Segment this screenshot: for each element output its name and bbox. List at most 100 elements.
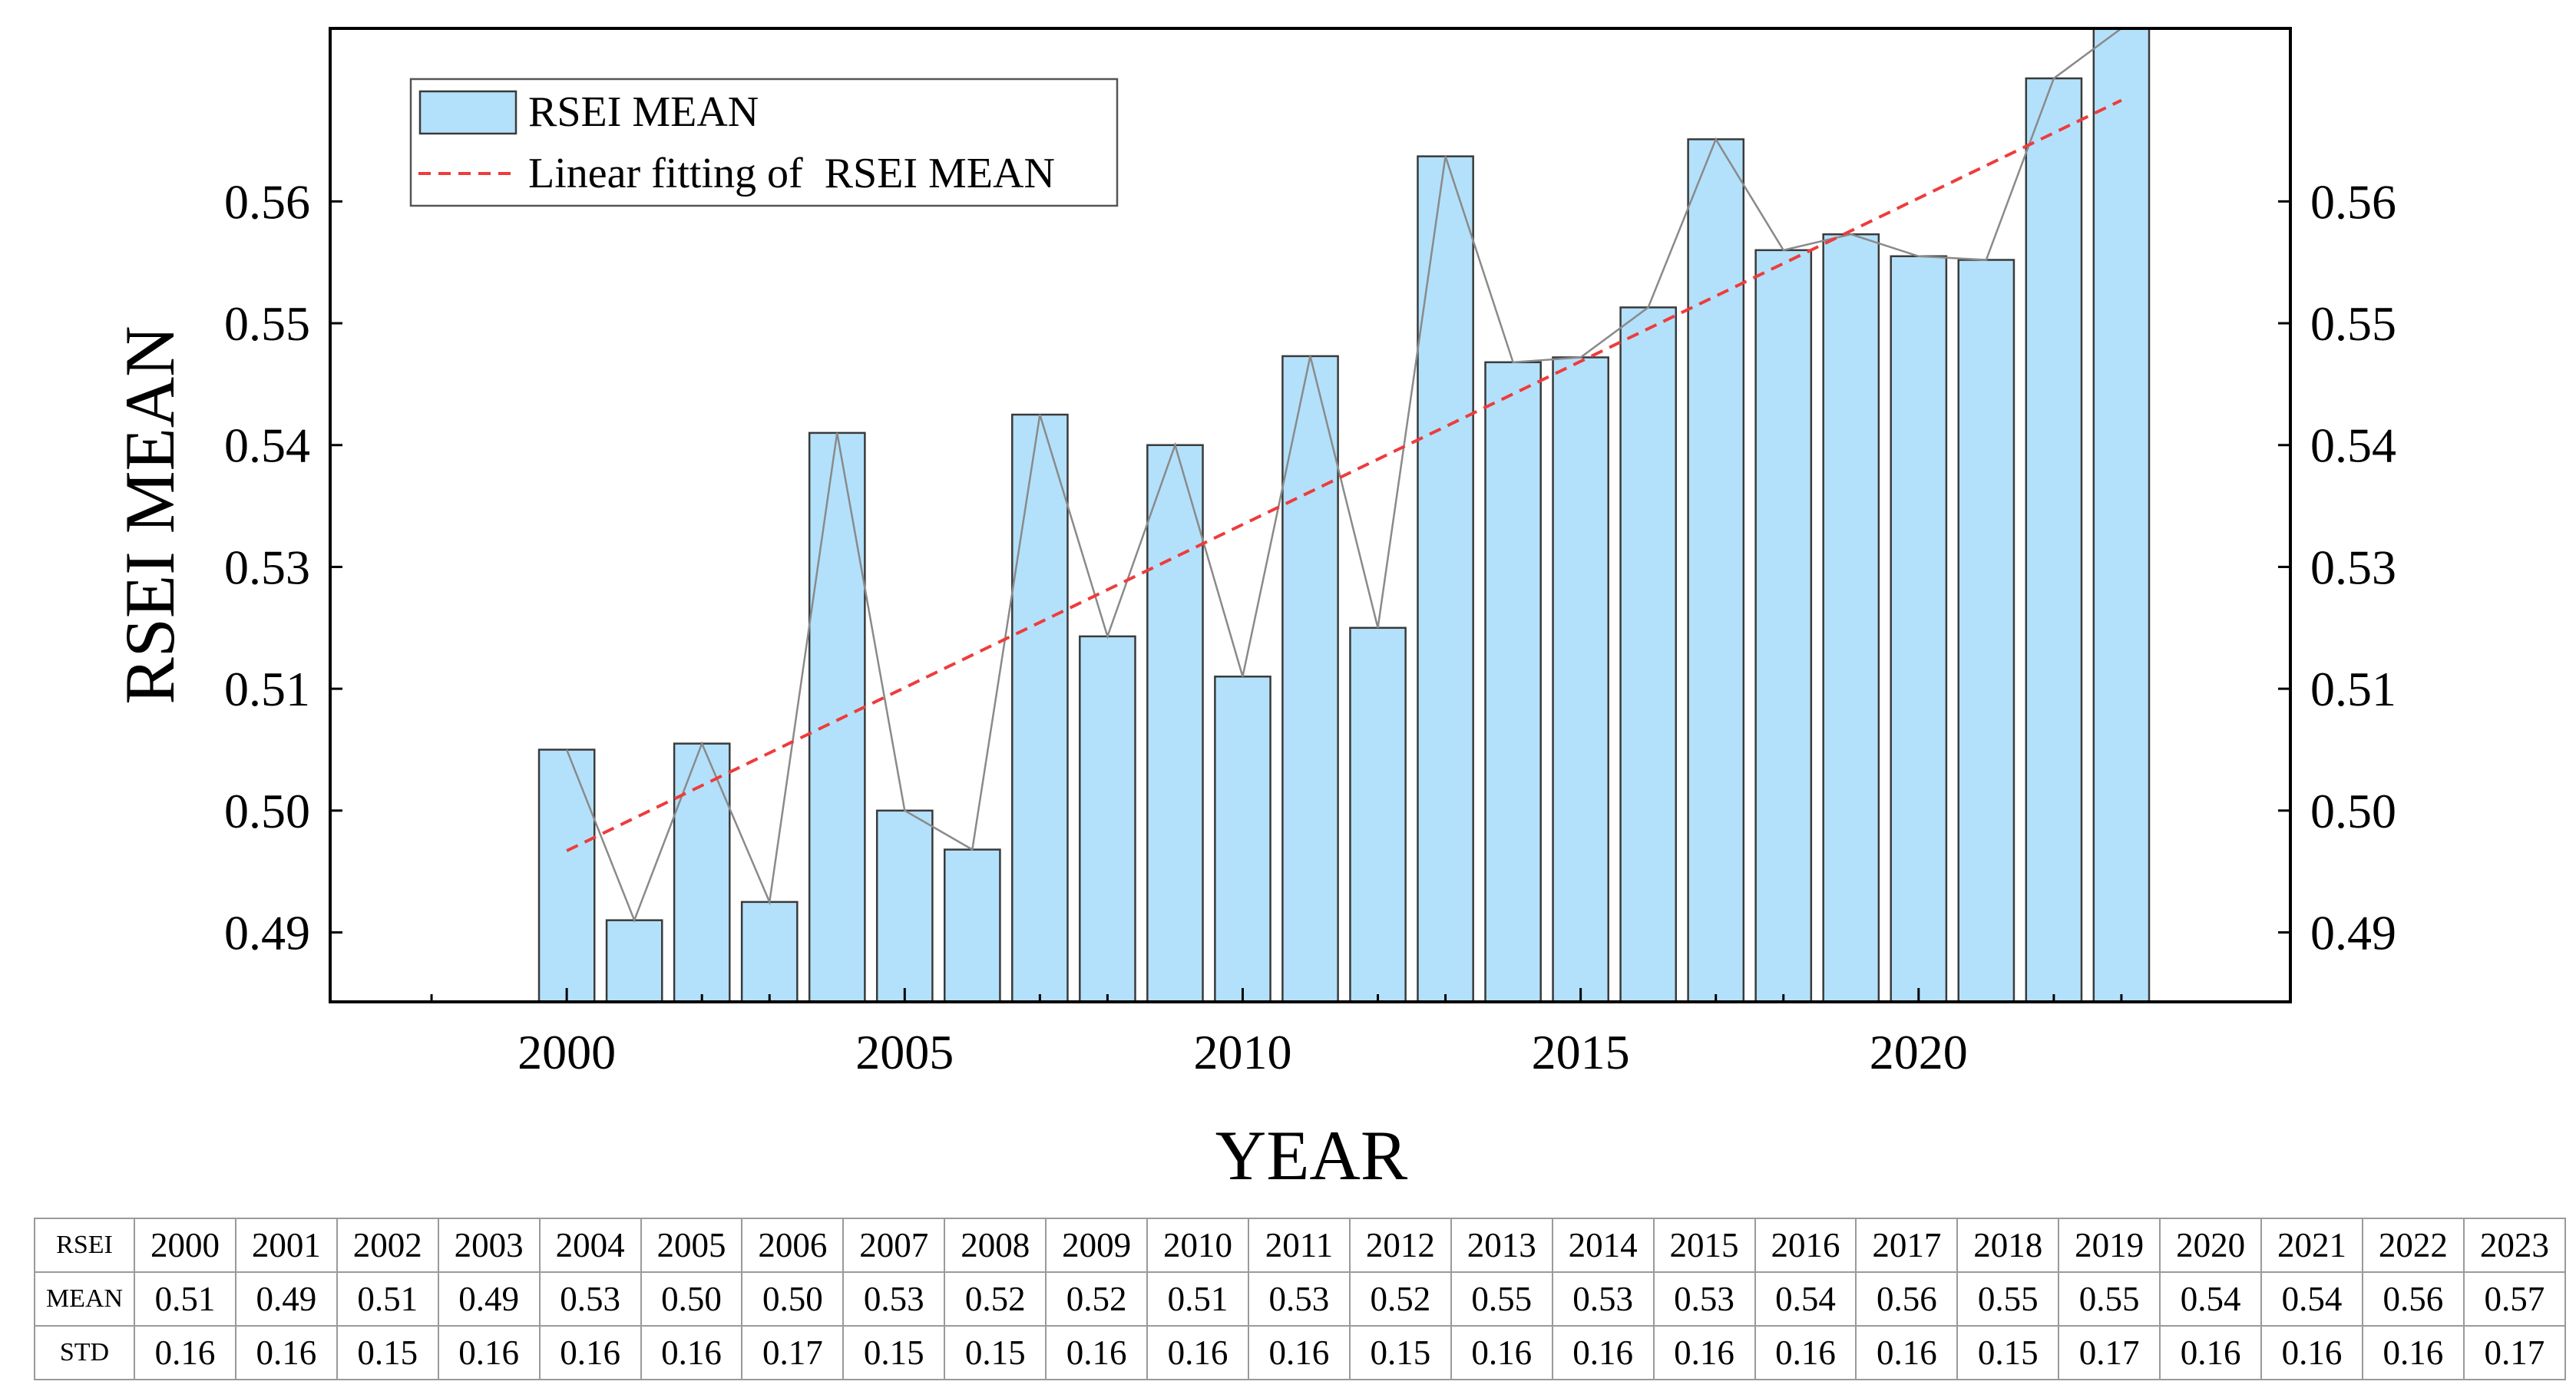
bar-2023	[2092, 27, 2151, 1003]
data-table: RSEI 2000 2001 2002 2003 2004 2005 2006 2007 200…	[34, 1218, 2567, 1380]
table-std-cell: 0.16	[1045, 1325, 1149, 1380]
table-std-cell: 0.16	[1754, 1325, 1857, 1380]
bar-2008	[1079, 635, 1136, 1003]
bar-2014	[1484, 361, 1542, 1003]
bar-2017	[1687, 138, 1745, 1003]
table-mean-cell: 0.51	[134, 1271, 236, 1327]
table-year-cell: 2013	[1450, 1218, 1553, 1273]
table-mean-cell: 0.57	[2462, 1271, 2567, 1327]
bar-2004	[808, 431, 866, 1003]
table-year-cell: 2023	[2462, 1218, 2567, 1273]
table-mean-cell: 0.54	[2260, 1271, 2363, 1327]
x-tick-label: 2020	[1870, 1025, 1968, 1079]
connector-layer	[565, 27, 2122, 924]
table-mean-cell: 0.52	[944, 1271, 1047, 1327]
y-tick-label-right: 0.53	[2310, 540, 2396, 594]
y-tick-label-left: 0.49	[224, 906, 310, 960]
table-mean-cell: 0.54	[1754, 1271, 1857, 1327]
legend-bar-label: RSEI MEAN	[528, 88, 759, 136]
table-std-cell: 0.15	[1348, 1325, 1452, 1380]
table-std-cell: 0.16	[1247, 1325, 1351, 1380]
table-year-cell: 2017	[1855, 1218, 1959, 1273]
table-year-cell: 2011	[1247, 1218, 1351, 1273]
table-std-cell: 0.16	[538, 1325, 642, 1380]
table-std-cell: 0.16	[2361, 1325, 2465, 1380]
table-year-cell: 2018	[1956, 1218, 2060, 1273]
table-mean-cell: 0.50	[741, 1271, 845, 1327]
bar-2003	[740, 901, 799, 1003]
table-std-cell: 0.15	[1956, 1325, 2060, 1380]
y-tick-label-left: 0.53	[224, 540, 310, 594]
table-year-cell: 2003	[437, 1218, 541, 1273]
y-tick-label-left: 0.51	[224, 662, 310, 716]
table-year-cell: 2019	[2058, 1218, 2161, 1273]
table-mean-cell: 0.53	[1247, 1271, 1351, 1327]
y-tick-label-right: 0.50	[2310, 784, 2396, 838]
table-std-cell: 0.16	[2159, 1325, 2263, 1380]
table-row-mean: MEAN 0.51 0.49 0.51 0.49 0.53 0.50 0.50 0.53 0.5…	[34, 1271, 2567, 1327]
x-tick-label: 2015	[1532, 1025, 1630, 1079]
y-tick-label-left: 0.50	[224, 784, 310, 838]
bar-2006	[943, 848, 1001, 1003]
table-year-cell: 2015	[1652, 1218, 1756, 1273]
y-tick-label-left: 0.54	[224, 418, 310, 473]
table-std-cell: 0.16	[234, 1325, 338, 1380]
bar-2021	[1957, 259, 2015, 1003]
bar-2007	[1011, 413, 1069, 1003]
table-std-cell: 0.17	[2058, 1325, 2161, 1380]
x-axis-title: YEAR	[1215, 1116, 1408, 1195]
table-mean-cell: 0.55	[2058, 1271, 2161, 1327]
table-mean-cell: 0.51	[1146, 1271, 1249, 1327]
y-tick-label-right: 0.56	[2310, 174, 2396, 229]
table-year-cell: 2009	[1045, 1218, 1149, 1273]
table-year-cell: 2020	[2159, 1218, 2263, 1273]
table-year-cell: 2022	[2361, 1218, 2465, 1273]
table-mean-cell: 0.53	[1551, 1271, 1655, 1327]
table-year-cell: 2002	[336, 1218, 439, 1273]
y-tick-label-right: 0.51	[2310, 662, 2396, 716]
bar-2022	[2025, 77, 2083, 1003]
table-std-cell: 0.16	[640, 1325, 743, 1380]
bar-2009	[1146, 444, 1204, 1003]
table-year-cell: 2010	[1146, 1218, 1249, 1273]
table-header-row: RSEI 2000 2001 2002 2003 2004 2005 2006 2007 200…	[34, 1218, 2567, 1273]
table-year-cell: 2004	[538, 1218, 642, 1273]
table-mean-cell: 0.55	[1956, 1271, 2060, 1327]
y-tick-label-right: 0.54	[2310, 418, 2396, 473]
table-std-cell: 0.16	[2260, 1325, 2363, 1380]
table-mean-cell: 0.51	[336, 1271, 439, 1327]
bar-2018	[1754, 249, 1813, 1003]
table-year-cell: 2000	[134, 1218, 236, 1273]
bar-2019	[1822, 233, 1880, 1003]
table-year-cell: 2021	[2260, 1218, 2363, 1273]
table-std-cell: 0.16	[134, 1325, 236, 1380]
table-mean-cell: 0.56	[1855, 1271, 1959, 1327]
bar-2005	[875, 809, 934, 1003]
table-std-cell: 0.17	[2462, 1325, 2567, 1380]
table-std-cell: 0.15	[842, 1325, 946, 1380]
table-mean-cell: 0.53	[1652, 1271, 1756, 1327]
table-mean-cell: 0.50	[640, 1271, 743, 1327]
table-row-label-std: STD	[34, 1325, 135, 1380]
table-std-cell: 0.17	[741, 1325, 845, 1380]
y-tick-label-left: 0.55	[224, 296, 310, 351]
table-std-cell: 0.15	[336, 1325, 439, 1380]
x-tick-label: 2005	[855, 1025, 954, 1079]
table-mean-cell: 0.49	[437, 1271, 541, 1327]
bar-2013	[1417, 155, 1474, 1003]
y-tick-label-right: 0.55	[2310, 296, 2396, 351]
table-year-cell: 2007	[842, 1218, 946, 1273]
bar-2002	[673, 742, 731, 1003]
plot-frame	[329, 27, 2292, 1003]
table-year-cell: 2014	[1551, 1218, 1655, 1273]
value-connector-line	[565, 27, 2122, 924]
table-mean-cell: 0.56	[2361, 1271, 2465, 1327]
table-year-cell: 2006	[741, 1218, 845, 1273]
x-tick-label: 2010	[1193, 1025, 1291, 1079]
x-tick-label: 2000	[518, 1025, 616, 1079]
bar-2020	[1890, 255, 1948, 1003]
rsei-mean-chart: 0.49 0.49 0.50 0.50 0.51 0.51 0.53 0.53 0.54 0.54…	[111, 27, 2396, 1195]
bar-2011	[1281, 355, 1339, 1003]
table-mean-cell: 0.52	[1348, 1271, 1452, 1327]
table-year-cell: 2012	[1348, 1218, 1452, 1273]
